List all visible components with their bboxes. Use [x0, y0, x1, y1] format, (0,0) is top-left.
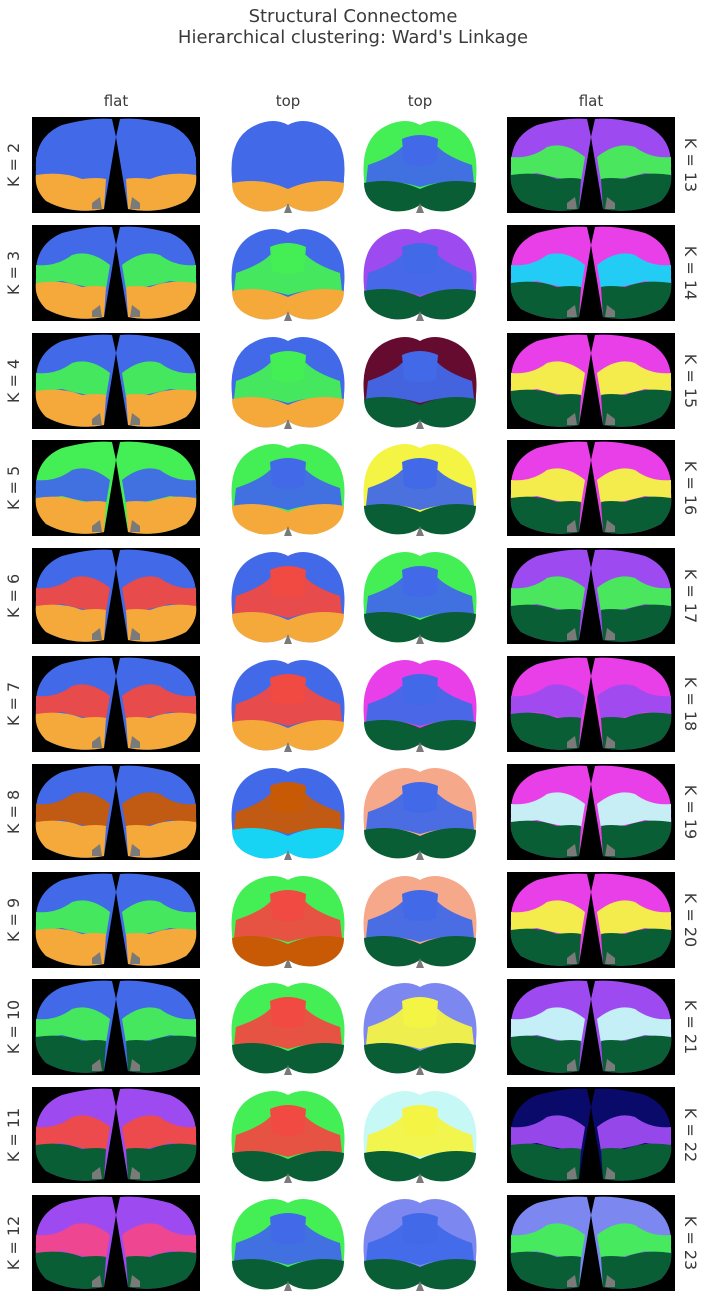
brain-map-right-top-row-8: [336, 872, 504, 968]
brain-map-right-top-row-4: [336, 440, 504, 537]
k-label-left-row-5: K = 6: [4, 574, 23, 619]
brain-map-left-top-row-5: [204, 548, 372, 645]
k-label-right-row-3: K = 15: [681, 353, 700, 408]
brain-map-left-top-row-1: [204, 117, 372, 213]
brain-map-left-top-row-10: [204, 1087, 372, 1184]
k-label-right-row-10: K = 22: [681, 1107, 700, 1163]
brain-map-right-flat-row-1: [507, 117, 675, 213]
brain-map-right-flat-row-7: [507, 763, 675, 860]
column-header-top-right: top: [407, 92, 433, 110]
column-header-flat-right: flat: [578, 92, 604, 110]
k-label-right-row-2: K = 14: [681, 245, 700, 301]
brain-map-left-flat-row-8: [32, 871, 200, 968]
brain-map-right-flat-row-2: [507, 224, 675, 321]
brain-map-left-flat-row-1: [32, 117, 200, 213]
brain-map-left-flat-row-2: [32, 224, 200, 321]
brain-map-left-flat-row-4: [32, 440, 200, 537]
k-label-right-row-9: K = 21: [681, 1000, 700, 1055]
k-label-left-row-11: K = 12: [4, 1215, 23, 1271]
title-line-1: Structural Connectome: [248, 6, 458, 27]
brain-map-right-flat-row-8: [507, 871, 675, 968]
brain-map-left-flat-row-7: [32, 763, 200, 860]
k-label-left-row-10: K = 11: [4, 1107, 23, 1163]
brain-map-left-flat-row-3: [32, 332, 200, 429]
brain-map-right-top-row-11: [336, 1195, 504, 1291]
brain-map-left-flat-row-9: [32, 979, 200, 1076]
column-header-top-left: top: [275, 92, 301, 110]
brain-map-right-flat-row-11: [507, 1195, 675, 1291]
brain-map-right-top-row-9: [336, 979, 504, 1076]
brain-map-left-top-row-9: [204, 979, 372, 1076]
brain-map-left-top-row-6: [204, 656, 372, 752]
brain-map-left-flat-row-10: [32, 1087, 200, 1184]
k-label-right-row-8: K = 20: [681, 892, 700, 947]
k-label-right-row-11: K = 23: [681, 1215, 700, 1271]
k-label-right-row-7: K = 19: [681, 784, 700, 840]
brain-map-right-top-row-3: [336, 333, 504, 429]
brain-map-right-top-row-2: [336, 225, 504, 321]
brain-map-right-flat-row-3: [507, 332, 675, 429]
brain-map-right-top-row-5: [336, 548, 504, 645]
brain-map-right-flat-row-4: [507, 440, 675, 537]
brain-map-right-flat-row-10: [507, 1087, 675, 1184]
k-label-left-row-1: K = 2: [4, 142, 23, 188]
brain-map-right-flat-row-6: [507, 656, 675, 752]
k-label-right-row-4: K = 16: [681, 461, 700, 516]
brain-map-left-flat-row-6: [32, 656, 200, 752]
brain-map-right-flat-row-9: [507, 979, 675, 1076]
k-label-left-row-4: K = 5: [4, 466, 23, 511]
k-label-right-row-5: K = 17: [681, 568, 700, 624]
brain-map-left-flat-row-5: [32, 548, 200, 645]
brain-map-left-top-row-11: [204, 1195, 372, 1291]
column-header-flat-left: flat: [103, 92, 129, 110]
k-label-right-row-1: K = 13: [681, 137, 700, 193]
k-label-left-row-9: K = 10: [4, 1000, 23, 1055]
brain-map-left-top-row-8: [204, 872, 372, 968]
title-line-2: Hierarchical clustering: Ward's Linkage: [177, 27, 529, 48]
brain-map-right-flat-row-5: [507, 548, 675, 645]
k-label-left-row-7: K = 8: [4, 789, 23, 834]
k-label-left-row-8: K = 9: [4, 897, 23, 942]
k-label-left-row-3: K = 4: [4, 358, 23, 403]
brain-map-left-top-row-7: [204, 764, 372, 860]
brain-map-left-top-row-3: [204, 333, 372, 429]
k-label-left-row-6: K = 7: [4, 681, 23, 727]
k-label-right-row-6: K = 18: [681, 676, 700, 732]
brain-map-right-top-row-7: [336, 764, 504, 860]
brain-map-left-top-row-4: [204, 440, 372, 537]
brain-map-right-top-row-1: [336, 117, 504, 213]
brain-map-right-top-row-6: [336, 656, 504, 752]
brain-map-right-top-row-10: [336, 1087, 504, 1184]
brain-map-left-top-row-2: [204, 225, 372, 321]
k-label-left-row-2: K = 3: [4, 250, 23, 295]
brain-map-left-flat-row-11: [32, 1195, 200, 1291]
